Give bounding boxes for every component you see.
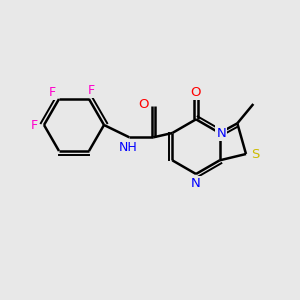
Text: O: O <box>139 98 149 111</box>
Text: N: N <box>191 177 201 190</box>
Text: F: F <box>31 118 38 131</box>
Text: NH: NH <box>118 141 137 154</box>
Text: N: N <box>217 127 226 140</box>
Text: O: O <box>191 85 201 98</box>
Text: F: F <box>49 86 56 99</box>
Text: F: F <box>88 84 95 97</box>
Text: S: S <box>251 148 260 160</box>
